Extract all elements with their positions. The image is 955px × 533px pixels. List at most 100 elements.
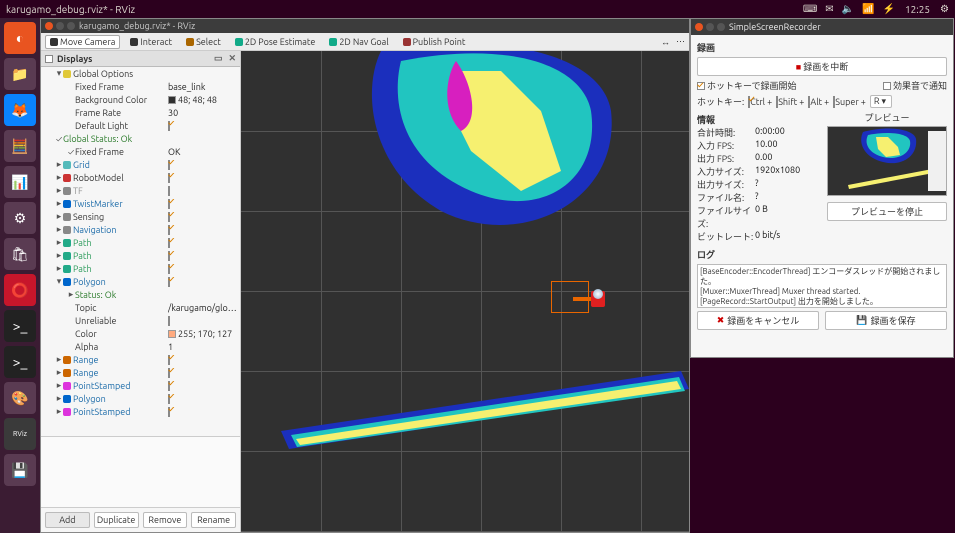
indicator-icon[interactable]: 🔈 (842, 3, 854, 15)
visibility-checkbox[interactable] (168, 394, 170, 404)
undock-icon[interactable]: ▭ (214, 53, 223, 64)
toolbar-2d-nav-goal[interactable]: 2D Nav Goal (325, 36, 392, 48)
close-panel-icon[interactable]: ✕ (228, 53, 236, 64)
maximize-icon[interactable] (717, 23, 725, 31)
toolbar-interact[interactable]: Interact (126, 36, 176, 48)
add-button[interactable]: Add (45, 512, 90, 528)
visibility-checkbox[interactable] (168, 355, 170, 365)
visibility-checkbox[interactable] (168, 264, 170, 274)
launcher-tile[interactable]: >_ (4, 346, 36, 378)
toolbar-publish-point[interactable]: Publish Point (399, 36, 470, 48)
maximize-icon[interactable] (67, 22, 75, 30)
visibility-checkbox[interactable] (168, 277, 170, 287)
tree-row[interactable]: Unreliable (41, 314, 240, 327)
minimize-icon[interactable] (56, 22, 64, 30)
preview-stop-button[interactable]: プレビューを停止 (827, 202, 947, 221)
visibility-checkbox[interactable] (168, 212, 170, 222)
clock[interactable]: 12:25 (905, 4, 930, 15)
rviz-titlebar[interactable]: karugamo_debug.rviz* - RViz (41, 19, 689, 33)
launcher-tile[interactable]: ◐ (4, 22, 36, 54)
cancel-record-button[interactable]: ✖録画をキャンセル (697, 311, 819, 330)
tree-row[interactable]: ▸Navigation (41, 223, 240, 236)
rviz-3d-viewport[interactable] (241, 51, 689, 532)
launcher-tile[interactable]: ⚙ (4, 202, 36, 234)
tree-row[interactable]: ▸RobotModel (41, 171, 240, 184)
tree-row[interactable]: Frame Rate30 (41, 106, 240, 119)
super-checkbox[interactable]: Super + (833, 97, 866, 107)
tree-row[interactable]: Default Light (41, 119, 240, 132)
launcher-tile[interactable]: 🎨 (4, 382, 36, 414)
stop-record-button[interactable]: ■ 録画を中断 (697, 57, 947, 76)
launcher-tile[interactable]: 🧮 (4, 130, 36, 162)
hotkey-key-select[interactable]: R ▾ (870, 95, 892, 108)
toolbar-measure-icon[interactable]: ↔ (661, 37, 670, 47)
indicator-icon[interactable]: ✉ (825, 3, 833, 15)
tree-row[interactable]: ▸PointStamped (41, 379, 240, 392)
tree-row[interactable]: ▾Global Options (41, 67, 240, 80)
tree-row[interactable]: ▸Path (41, 249, 240, 262)
tree-row[interactable]: ▸Grid (41, 158, 240, 171)
launcher-tile[interactable]: 💾 (4, 454, 36, 486)
displays-tree[interactable]: ▾Global OptionsFixed Framebase_linkBackg… (41, 67, 240, 436)
close-icon[interactable] (695, 23, 703, 31)
visibility-checkbox[interactable] (168, 407, 170, 417)
unity-launcher[interactable]: ◐ 📁 🦊 🧮 📊 ⚙ 🛍 ⭕ >_ >_ 🎨 RViz 💾 (0, 18, 40, 533)
indicator-icon[interactable]: 📶 (862, 3, 874, 15)
close-icon[interactable] (45, 22, 53, 30)
tree-row[interactable]: ✓Global Status: Ok (41, 132, 240, 145)
alt-checkbox[interactable]: Alt + (808, 97, 829, 107)
visibility-checkbox[interactable] (168, 238, 170, 248)
visibility-checkbox[interactable] (168, 199, 170, 209)
launcher-tile[interactable]: 📊 (4, 166, 36, 198)
launcher-tile[interactable]: 🛍 (4, 238, 36, 270)
ctrl-checkbox[interactable]: Ctrl + (748, 97, 772, 107)
rename-button[interactable]: Rename (191, 512, 236, 528)
system-indicators[interactable]: ⌨ ✉ 🔈 📶 ⚡ (803, 3, 895, 15)
launcher-tile[interactable]: >_ (4, 310, 36, 342)
tree-row[interactable]: Alpha1 (41, 340, 240, 353)
tree-row[interactable]: ▸PointStamped (41, 405, 240, 418)
minimize-icon[interactable] (706, 23, 714, 31)
shift-checkbox[interactable]: Shift + (776, 97, 804, 107)
log-textarea[interactable]: [BaseEncoder::EncoderThread] エンコーダスレッドが開… (697, 264, 947, 308)
tree-row[interactable]: ▾Polygon (41, 275, 240, 288)
toolbar-more-icon[interactable]: ⋯ (676, 36, 685, 47)
toolbar-select[interactable]: Select (182, 36, 225, 48)
remove-button[interactable]: Remove (143, 512, 188, 528)
tree-row[interactable]: ▸Range (41, 353, 240, 366)
tree-row[interactable]: Fixed Framebase_link (41, 80, 240, 93)
displays-panel-title[interactable]: Displays ▭ ✕ (41, 51, 240, 67)
indicator-icon[interactable]: ⚡ (883, 3, 895, 15)
tree-row[interactable]: ▸TF (41, 184, 240, 197)
visibility-checkbox[interactable] (168, 251, 170, 261)
sound-notif-checkbox[interactable]: 効果音で通知 (883, 79, 947, 92)
tree-row[interactable]: Background Color48; 48; 48 (41, 93, 240, 106)
visibility-checkbox[interactable] (168, 225, 170, 235)
launcher-tile[interactable]: 🦊 (4, 94, 36, 126)
duplicate-button[interactable]: Duplicate (94, 512, 139, 528)
launcher-tile[interactable]: ⭕ (4, 274, 36, 306)
tree-row[interactable]: ▸Polygon (41, 392, 240, 405)
tree-row[interactable]: Color255; 170; 127 (41, 327, 240, 340)
tree-row[interactable]: Topic/karugamo/global_costmap... (41, 301, 240, 314)
hotkey-start-checkbox[interactable]: ホットキーで録画開始 (697, 79, 796, 92)
tree-row[interactable]: ▸Path (41, 236, 240, 249)
launcher-tile[interactable]: 📁 (4, 58, 36, 90)
visibility-checkbox[interactable] (168, 121, 170, 131)
launcher-tile[interactable]: RViz (4, 418, 36, 450)
visibility-checkbox[interactable] (168, 173, 170, 183)
save-record-button[interactable]: 💾録画を保存 (825, 311, 947, 330)
indicator-icon[interactable]: ⌨ (803, 3, 817, 15)
visibility-checkbox[interactable] (168, 381, 170, 391)
gear-icon[interactable]: ⚙ (940, 3, 949, 15)
toolbar-move-camera[interactable]: Move Camera (45, 35, 120, 49)
toolbar-2d-pose-estimate[interactable]: 2D Pose Estimate (231, 36, 320, 48)
tree-row[interactable]: ▸TwistMarker (41, 197, 240, 210)
visibility-checkbox[interactable] (168, 316, 170, 326)
tree-row[interactable]: ▸Path (41, 262, 240, 275)
ssr-titlebar[interactable]: SimpleScreenRecorder (691, 19, 953, 35)
tree-row[interactable]: ✓Fixed FrameOK (41, 145, 240, 158)
tree-row[interactable]: ▸Status: Ok (41, 288, 240, 301)
visibility-checkbox[interactable] (168, 368, 170, 378)
visibility-checkbox[interactable] (168, 186, 170, 196)
